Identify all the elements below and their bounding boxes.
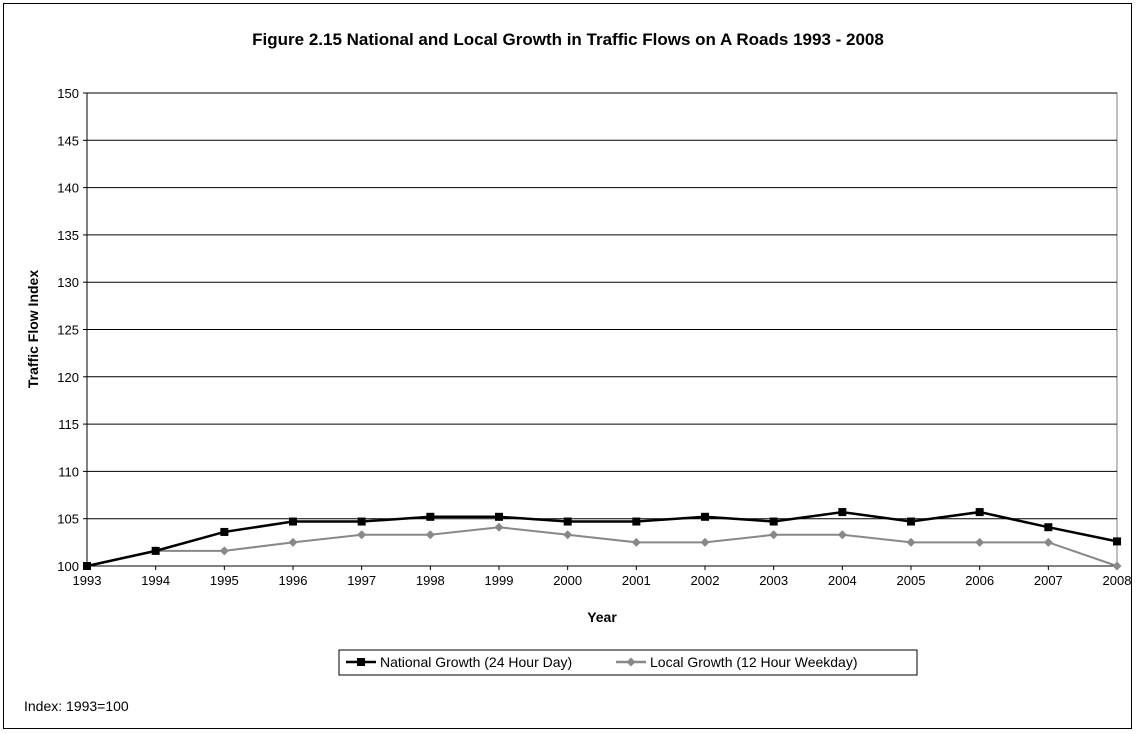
y-axis-label: Traffic Flow Index — [25, 270, 41, 388]
data-point — [700, 537, 710, 547]
data-point — [631, 537, 641, 547]
data-point — [769, 517, 778, 526]
data-point — [494, 522, 504, 532]
legend-marker — [626, 657, 636, 667]
data-point — [151, 546, 160, 555]
data-point — [289, 517, 297, 526]
grid-lines — [86, 92, 1117, 567]
data-point — [701, 512, 709, 521]
data-point — [425, 530, 435, 540]
y-tick-label: 100 — [57, 559, 79, 574]
x-tick-label: 2006 — [965, 573, 994, 588]
data-point — [83, 562, 91, 570]
data-point — [563, 517, 572, 526]
x-tick-label: 2004 — [828, 573, 857, 588]
x-tick-label: 1993 — [73, 573, 102, 588]
x-tick-label: 2005 — [897, 573, 926, 588]
legend: National Growth (24 Hour Day) Local Growt… — [338, 649, 918, 676]
data-point — [220, 527, 229, 536]
x-tick-label: 1994 — [141, 573, 170, 588]
data-point — [906, 537, 916, 547]
y-tick-label: 140 — [57, 181, 79, 196]
series-lines — [82, 508, 1122, 571]
y-tick-label: 135 — [57, 228, 79, 243]
chart-title: Figure 2.15 National and Local Growth in… — [252, 30, 884, 49]
x-tick-label: 2008 — [1103, 573, 1132, 588]
x-tick-label: 2002 — [691, 573, 720, 588]
x-tick-label: 2000 — [553, 573, 582, 588]
data-point — [632, 517, 641, 526]
data-point — [1112, 561, 1122, 571]
x-tick-label: 2003 — [759, 573, 788, 588]
data-point — [975, 508, 984, 517]
x-tick-label: 1995 — [210, 573, 239, 588]
data-point — [907, 517, 915, 526]
x-tick-label: 1997 — [347, 573, 376, 588]
x-tick-label: 1999 — [485, 573, 514, 588]
footnote: Index: 1993=100 — [24, 698, 129, 714]
data-point — [838, 508, 847, 517]
y-axis-ticks: 100 105 110 115 120 125 130 135 140 145 150 — [57, 86, 87, 574]
data-point — [426, 512, 435, 521]
x-tick-label: 1998 — [416, 573, 445, 588]
data-point — [975, 537, 985, 547]
y-tick-label: 125 — [57, 323, 79, 338]
x-axis-label: Year — [587, 609, 617, 625]
y-tick-label: 120 — [57, 370, 79, 385]
data-point — [769, 530, 779, 540]
x-tick-label: 2001 — [622, 573, 651, 588]
legend-marker — [357, 658, 365, 666]
y-tick-label: 110 — [58, 464, 79, 479]
data-point — [1113, 537, 1121, 546]
data-point — [495, 512, 503, 521]
legend-label: Local Growth (12 Hour Weekday) — [650, 654, 858, 670]
series-line — [86, 526, 1118, 567]
x-axis-ticks: 1993 1994 1995 1996 1997 1998 1999 2000 2001 2002… — [73, 566, 1132, 588]
data-point — [563, 530, 573, 540]
data-point — [837, 530, 847, 540]
y-tick-label: 130 — [57, 275, 79, 290]
y-tick-label: 145 — [57, 133, 79, 148]
data-point — [219, 546, 229, 556]
data-point — [1044, 523, 1053, 532]
y-tick-label: 115 — [58, 417, 79, 432]
data-point — [357, 530, 367, 540]
data-point — [1043, 537, 1053, 547]
legend-label: National Growth (24 Hour Day) — [380, 654, 572, 670]
y-tick-label: 105 — [57, 512, 79, 527]
x-tick-label: 1996 — [279, 573, 308, 588]
y-tick-label: 150 — [57, 86, 79, 101]
x-tick-label: 2007 — [1034, 573, 1063, 588]
series-national — [83, 508, 1121, 570]
data-point — [288, 537, 298, 547]
series-line — [86, 510, 1118, 568]
data-point — [357, 517, 366, 526]
